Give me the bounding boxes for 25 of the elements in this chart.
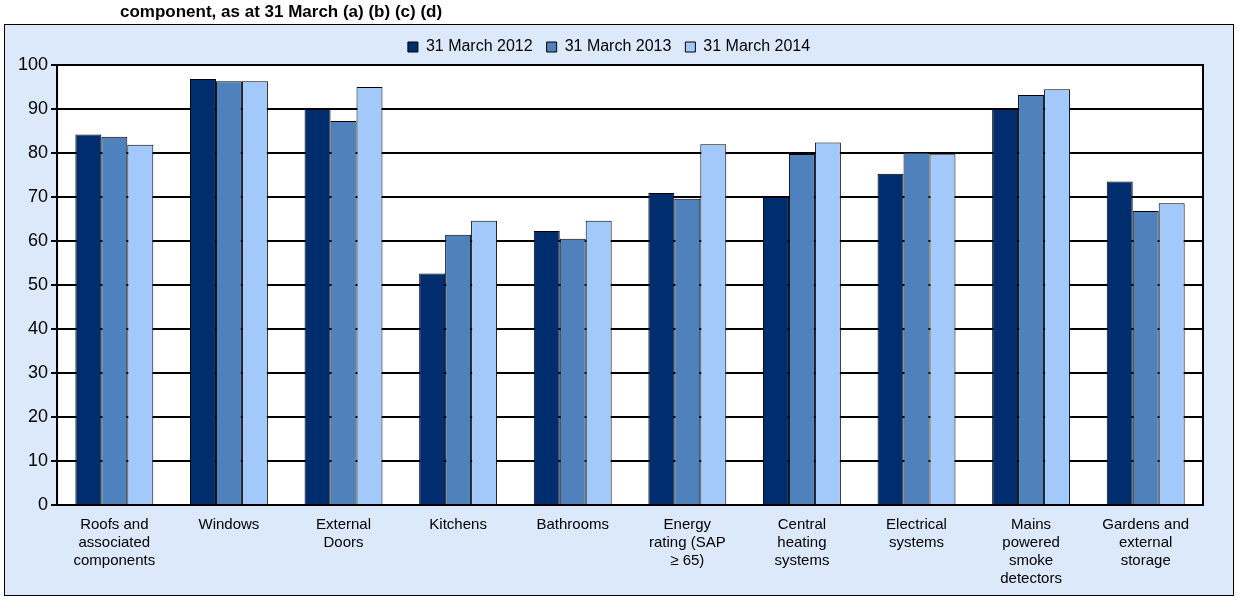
- legend-label: 31 March 2012: [425, 37, 533, 55]
- x-tick-label: Kitchens: [429, 515, 487, 533]
- legend-label: 31 March 2014: [703, 37, 811, 55]
- y-tick-label: 50: [28, 273, 49, 294]
- x-tick-label: Mains powered smoke detectors: [1000, 515, 1062, 587]
- y-tick-label: 40: [28, 317, 49, 338]
- legend-label: 31 March 2013: [564, 37, 672, 55]
- y-tick-label: 70: [28, 185, 49, 206]
- y-tick-label: 10: [28, 449, 49, 470]
- x-tick-label: Gardens and external storage: [1102, 515, 1190, 569]
- y-tick-label: 100: [17, 53, 49, 74]
- y-tick-label: 30: [28, 361, 49, 382]
- y-tick-label: 80: [28, 141, 49, 162]
- x-tick-label: Windows: [198, 515, 260, 533]
- x-tick-label: Bathrooms: [536, 515, 609, 533]
- chart-title: component, as at 31 March (a) (b) (c) (d): [119, 1, 444, 23]
- x-tick-label: Electrical systems: [886, 515, 947, 551]
- x-tick-label: Roofs and associated components: [73, 515, 156, 569]
- y-tick-label: 60: [28, 229, 49, 250]
- y-tick-label: 0: [38, 493, 49, 514]
- y-tick-label: 20: [28, 405, 49, 426]
- x-tick-label: Central heating systems: [774, 515, 830, 569]
- y-tick-label: 90: [28, 97, 49, 118]
- x-tick-label: Energy rating (SAP ≥ 65): [648, 515, 726, 569]
- x-tick-label: External Doors: [316, 515, 372, 551]
